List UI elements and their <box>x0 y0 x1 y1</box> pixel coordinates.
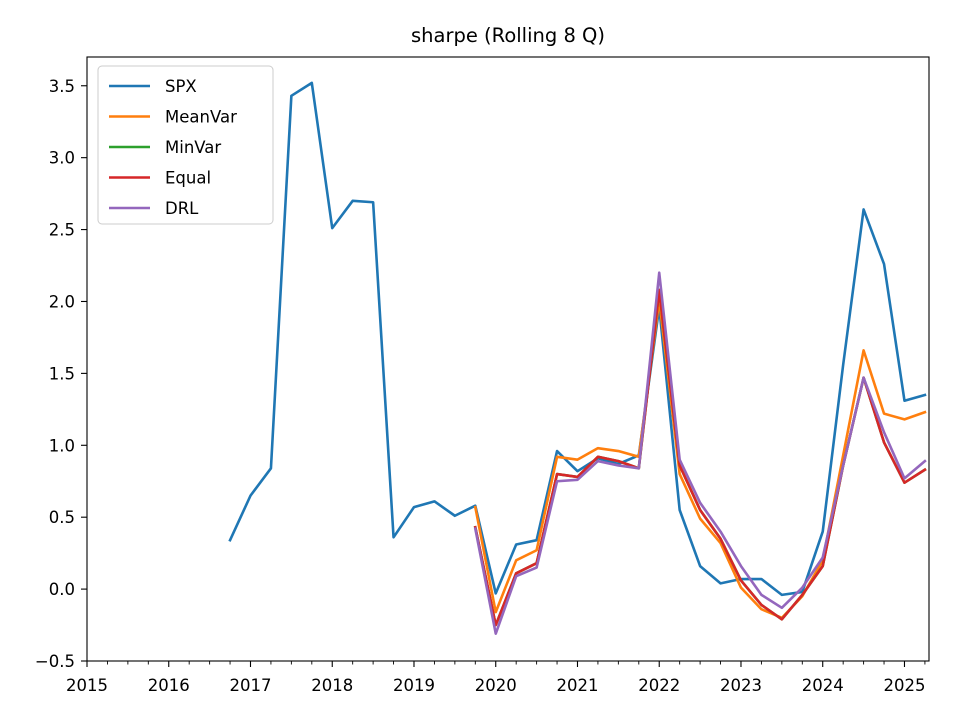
y-tick-label-1: 0.0 <box>49 580 75 599</box>
x-tick-label-2015: 2015 <box>66 676 108 695</box>
x-tick-label-2022: 2022 <box>638 676 680 695</box>
x-tick-label-2024: 2024 <box>802 676 844 695</box>
series-line-meanvar <box>473 298 927 620</box>
legend-label-meanvar: MeanVar <box>165 108 237 127</box>
series-layer <box>228 81 927 635</box>
y-tick-label-2: 0.5 <box>49 508 75 527</box>
y-tick-label-3: 1.0 <box>49 436 75 455</box>
x-tick-label-2018: 2018 <box>311 676 353 695</box>
y-tick-label-6: 2.5 <box>49 221 75 240</box>
y-tick-label-4: 1.5 <box>49 364 75 383</box>
plot-frame <box>86 56 930 662</box>
x-tick-label-2021: 2021 <box>556 676 598 695</box>
legend-box <box>97 65 274 225</box>
series-line-spx <box>228 81 927 597</box>
legend-label-drl: DRL <box>165 199 199 218</box>
x-tick-label-2025: 2025 <box>883 676 925 695</box>
y-tick-label-8: 3.5 <box>49 77 75 96</box>
legend-label-minvar: MinVar <box>165 138 221 157</box>
x-tick-label-2017: 2017 <box>229 676 271 695</box>
series-line-drl <box>473 271 927 635</box>
chart-title: sharpe (Rolling 8 Q) <box>411 24 605 47</box>
x-tick-label-2020: 2020 <box>475 676 517 695</box>
y-tick-label-0: −0.5 <box>35 652 75 671</box>
axes-layer: 2015 2016 2017 2018 2019 2020 2021 2022 2023 2024… <box>35 56 930 695</box>
y-tick-label-5: 2.0 <box>49 292 75 311</box>
x-tick-label-2016: 2016 <box>148 676 190 695</box>
legend-label-spx: SPX <box>165 77 197 96</box>
x-tick-label-2023: 2023 <box>720 676 762 695</box>
x-tick-label-2019: 2019 <box>393 676 435 695</box>
legend-label-equal: Equal <box>165 169 211 188</box>
legend: SPX MeanVar MinVar Equal DRL <box>97 65 274 225</box>
y-tick-label-7: 3.0 <box>49 149 75 168</box>
